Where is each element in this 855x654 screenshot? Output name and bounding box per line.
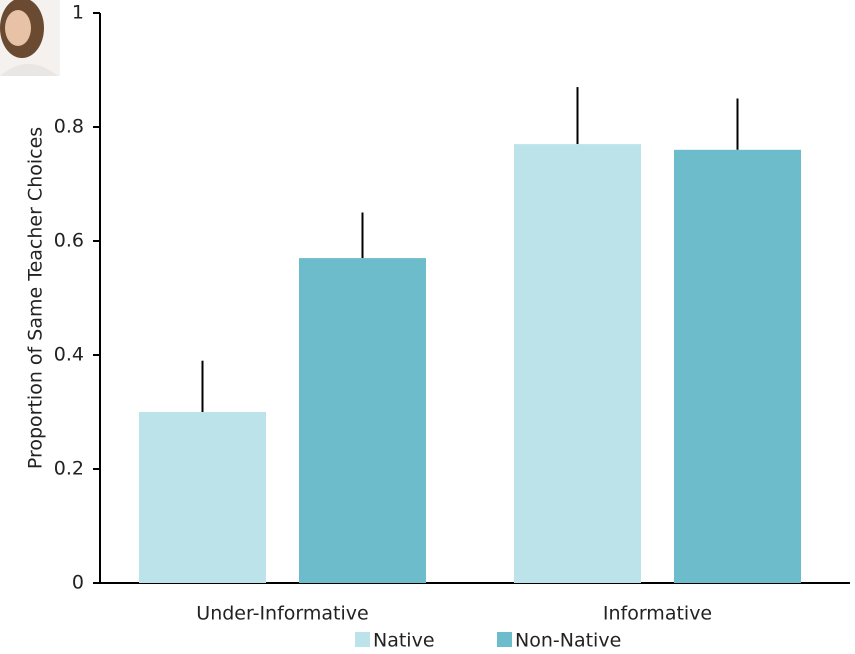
bar xyxy=(514,144,641,583)
y-tick-label: 0.6 xyxy=(54,230,84,252)
bar xyxy=(299,258,426,583)
y-axis-label: Proportion of Same Teacher Choices xyxy=(25,127,47,469)
y-tick-label: 0 xyxy=(72,572,84,594)
y-tick-label: 0.2 xyxy=(54,458,84,480)
legend-swatch xyxy=(355,632,370,647)
speaker-thumbnail xyxy=(0,0,60,76)
y-tick-label: 0.4 xyxy=(54,344,84,366)
x-tick-label: Informative xyxy=(603,603,712,625)
legend-label: Native xyxy=(373,630,435,652)
x-tick-label: Under-Informative xyxy=(196,603,368,625)
bar xyxy=(674,149,801,584)
thumbnail-shoulders xyxy=(0,64,58,76)
y-tick-label: 1 xyxy=(72,2,84,24)
bar xyxy=(139,412,266,583)
legend-swatch xyxy=(497,632,512,647)
y-tick-label: 0.8 xyxy=(54,116,84,138)
thumbnail-face xyxy=(5,10,31,46)
legend-label: Non-Native xyxy=(515,630,621,652)
